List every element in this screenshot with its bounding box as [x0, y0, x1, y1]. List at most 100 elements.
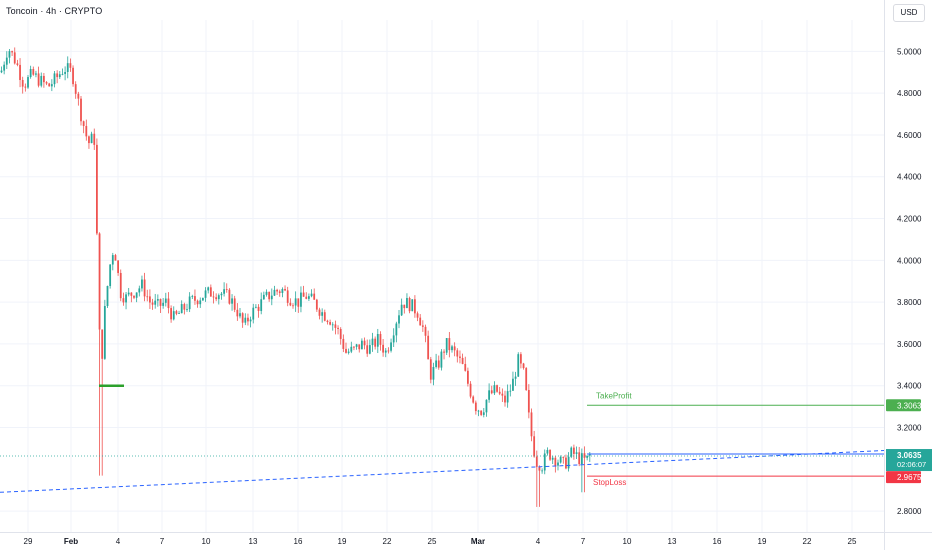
candle-body: [462, 358, 464, 364]
time-tick-label: 16: [713, 537, 722, 546]
candle-body: [427, 336, 429, 360]
time-tick-label: 19: [338, 537, 347, 546]
candle-body: [85, 126, 87, 136]
candle-body: [173, 311, 175, 319]
candle-body: [221, 294, 223, 295]
price-tick-label: 4.6000: [897, 131, 922, 140]
candle-body: [494, 385, 496, 393]
candle-body: [475, 403, 477, 411]
candle-body: [345, 349, 347, 353]
candle-body: [62, 74, 64, 75]
candle-body: [152, 303, 154, 305]
candle-body: [54, 73, 56, 84]
candle-body: [348, 352, 350, 353]
stop-loss-price: 2.9675: [897, 473, 922, 482]
candle-body: [332, 324, 334, 325]
candle-body: [544, 454, 546, 471]
take-profit-label: TakeProfit: [596, 391, 632, 400]
candle-body: [356, 344, 358, 346]
candle-body: [305, 297, 307, 299]
candle-body: [393, 335, 395, 342]
candle-body: [297, 298, 299, 306]
trendline: [0, 450, 884, 492]
price-tick-label: 2.8000: [897, 507, 922, 516]
candle-body: [115, 255, 117, 261]
candle-body: [17, 63, 19, 65]
candle-body: [464, 364, 466, 371]
candle-body: [403, 305, 405, 308]
candle-body: [398, 315, 400, 323]
price-tick-label: 4.8000: [897, 89, 922, 98]
candle-body: [549, 450, 551, 460]
candle-body: [438, 360, 440, 367]
candle-body: [14, 52, 16, 63]
candle-body: [430, 359, 432, 379]
candle-body: [197, 301, 199, 304]
candle-body: [433, 367, 435, 380]
candle-body: [165, 299, 167, 303]
candle-body: [562, 457, 564, 458]
candle-body: [80, 99, 82, 122]
candle-body: [300, 293, 302, 307]
candle-body: [525, 368, 527, 390]
candle-body: [292, 305, 294, 306]
candle-body: [369, 345, 371, 354]
candle-body: [30, 69, 32, 77]
candle-body: [395, 324, 397, 336]
candle-body: [401, 305, 403, 316]
candle-body: [388, 351, 390, 352]
price-tick-label: 4.0000: [897, 256, 922, 265]
candle-body: [123, 298, 125, 302]
candle-body: [411, 299, 413, 311]
candle-body: [589, 454, 591, 455]
currency-button[interactable]: USD: [893, 4, 925, 22]
candle-body: [340, 329, 342, 339]
candle-body: [178, 313, 180, 314]
candle-body: [157, 299, 159, 301]
price-tick-label: 3.4000: [897, 382, 922, 391]
candle-body: [353, 347, 355, 348]
time-tick-label: 10: [623, 537, 632, 546]
candle-body: [459, 357, 461, 358]
candle-body: [75, 84, 77, 94]
candle-body: [236, 310, 238, 317]
candle-body: [19, 65, 21, 80]
candle-body: [385, 351, 387, 353]
candle-body: [478, 411, 480, 412]
candle-body: [374, 339, 376, 347]
candle-body: [443, 352, 445, 353]
time-tick-label: 4: [536, 537, 541, 546]
candle-body: [552, 458, 554, 460]
candle-body: [109, 265, 111, 286]
candle-body: [93, 134, 95, 145]
candle-body: [56, 73, 58, 77]
candle-body: [308, 296, 310, 299]
candle-body: [570, 448, 572, 457]
candle-body: [274, 290, 276, 296]
candle-body: [446, 338, 448, 353]
candle-body: [584, 453, 586, 458]
candle-body: [565, 458, 567, 469]
candle-body: [501, 394, 503, 396]
candle-body: [120, 273, 122, 298]
candle-body: [539, 467, 541, 471]
candles: [1, 47, 591, 506]
candle-body: [504, 396, 506, 403]
candle-body: [133, 296, 135, 298]
candle-body: [276, 290, 278, 292]
candle-body: [507, 391, 509, 402]
symbol-header: Toncoin · 4h · CRYPTO: [6, 6, 102, 16]
candle-body: [554, 458, 556, 466]
price-axis[interactable]: 5.00004.80004.60004.40004.20004.00003.80…: [885, 0, 932, 550]
candle-body: [183, 304, 185, 310]
candle-body: [67, 63, 69, 72]
candle-body: [258, 307, 260, 311]
candle-body: [483, 412, 485, 415]
candle-body: [223, 289, 225, 294]
candle-body: [250, 320, 252, 322]
candle-body: [268, 292, 270, 299]
